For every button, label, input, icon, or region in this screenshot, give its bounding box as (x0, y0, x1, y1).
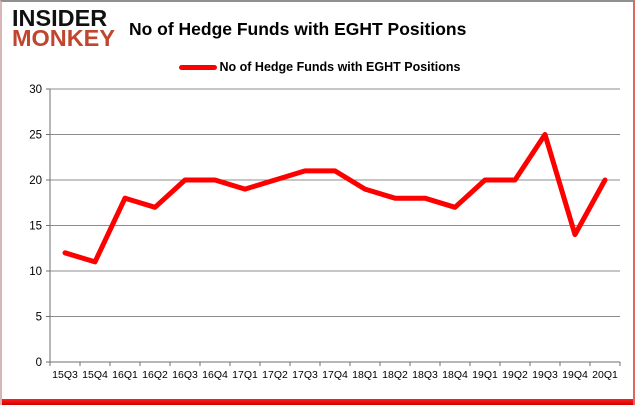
x-axis-label: 19Q4 (562, 369, 588, 381)
y-axis-label: 10 (29, 266, 42, 278)
x-axis-label: 17Q3 (292, 369, 318, 381)
page-title: No of Hedge Funds with EGHT Positions (128, 18, 467, 39)
x-axis-label: 15Q3 (52, 369, 78, 381)
logo-text-monkey: MONKEY (12, 25, 115, 51)
x-axis-label: 18Q1 (352, 369, 378, 381)
y-axis-label: 15 (29, 221, 42, 233)
x-axis-label: 18Q2 (382, 369, 408, 381)
y-axis-label: 20 (29, 175, 42, 187)
x-axis-label: 17Q4 (322, 369, 348, 381)
series-line (62, 132, 608, 265)
x-axis-label: 17Q2 (262, 369, 288, 381)
y-axis-label: 5 (36, 312, 42, 324)
x-axis-label: 18Q4 (442, 369, 468, 381)
legend-line-swatch (178, 64, 217, 70)
x-axis-label: 20Q1 (592, 369, 618, 381)
chart-legend: No of Hedge Funds with EGHT Positions (2, 60, 633, 74)
x-axis-label: 16Q1 (112, 369, 138, 381)
x-axis-label: 15Q4 (82, 369, 108, 381)
header: INSIDER MONKEY No of Hedge Funds with EG… (12, 5, 467, 51)
insider-monkey-logo: INSIDER MONKEY (12, 5, 115, 51)
x-axis-label: 18Q3 (412, 369, 438, 381)
x-axis-label: 16Q2 (142, 369, 168, 381)
bottom-red-bar (2, 399, 633, 405)
y-axis-label: 30 (29, 84, 42, 96)
x-axis-label: 16Q4 (202, 369, 228, 381)
x-axis-label: 17Q1 (232, 369, 258, 381)
x-axis-label: 19Q2 (502, 369, 528, 381)
y-axis-label: 25 (29, 130, 42, 142)
x-axis-label: 16Q3 (172, 369, 198, 381)
x-axis-label: 19Q3 (532, 369, 558, 381)
legend-label: No of Hedge Funds with EGHT Positions (219, 60, 461, 74)
y-axis-label: 0 (36, 357, 42, 369)
logo-text-insider: INSIDER (12, 5, 108, 31)
x-axis-label: 19Q1 (472, 369, 498, 381)
